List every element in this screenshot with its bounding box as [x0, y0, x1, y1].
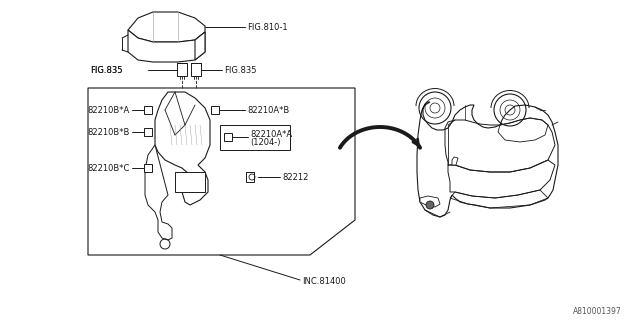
- Polygon shape: [155, 92, 210, 205]
- Text: 82212: 82212: [282, 172, 308, 181]
- Polygon shape: [452, 157, 458, 165]
- Text: 82210A*A: 82210A*A: [250, 130, 292, 139]
- Polygon shape: [224, 133, 232, 141]
- Text: 82210B*C: 82210B*C: [88, 164, 130, 172]
- Polygon shape: [211, 106, 219, 114]
- Polygon shape: [191, 63, 201, 76]
- Text: FIG.835: FIG.835: [224, 66, 257, 75]
- Text: INC.81400: INC.81400: [302, 276, 346, 285]
- Text: (1204-): (1204-): [250, 138, 280, 147]
- Polygon shape: [246, 172, 254, 182]
- Polygon shape: [420, 196, 440, 207]
- Polygon shape: [175, 172, 205, 192]
- Text: FIG.835: FIG.835: [90, 66, 122, 75]
- Polygon shape: [128, 12, 205, 42]
- Polygon shape: [417, 102, 558, 217]
- Polygon shape: [144, 164, 152, 172]
- Text: 82210B*A: 82210B*A: [88, 106, 130, 115]
- Polygon shape: [128, 30, 205, 62]
- Text: 82210A*B: 82210A*B: [247, 106, 289, 115]
- Polygon shape: [195, 32, 205, 60]
- Polygon shape: [144, 128, 152, 136]
- Polygon shape: [145, 145, 172, 240]
- Text: A810001397: A810001397: [573, 308, 622, 316]
- Circle shape: [426, 201, 434, 209]
- Text: FIG.810-1: FIG.810-1: [247, 22, 287, 31]
- Polygon shape: [144, 106, 152, 114]
- Text: FIG.835: FIG.835: [90, 66, 122, 75]
- Polygon shape: [177, 63, 187, 76]
- Text: 82210B*B: 82210B*B: [88, 127, 130, 137]
